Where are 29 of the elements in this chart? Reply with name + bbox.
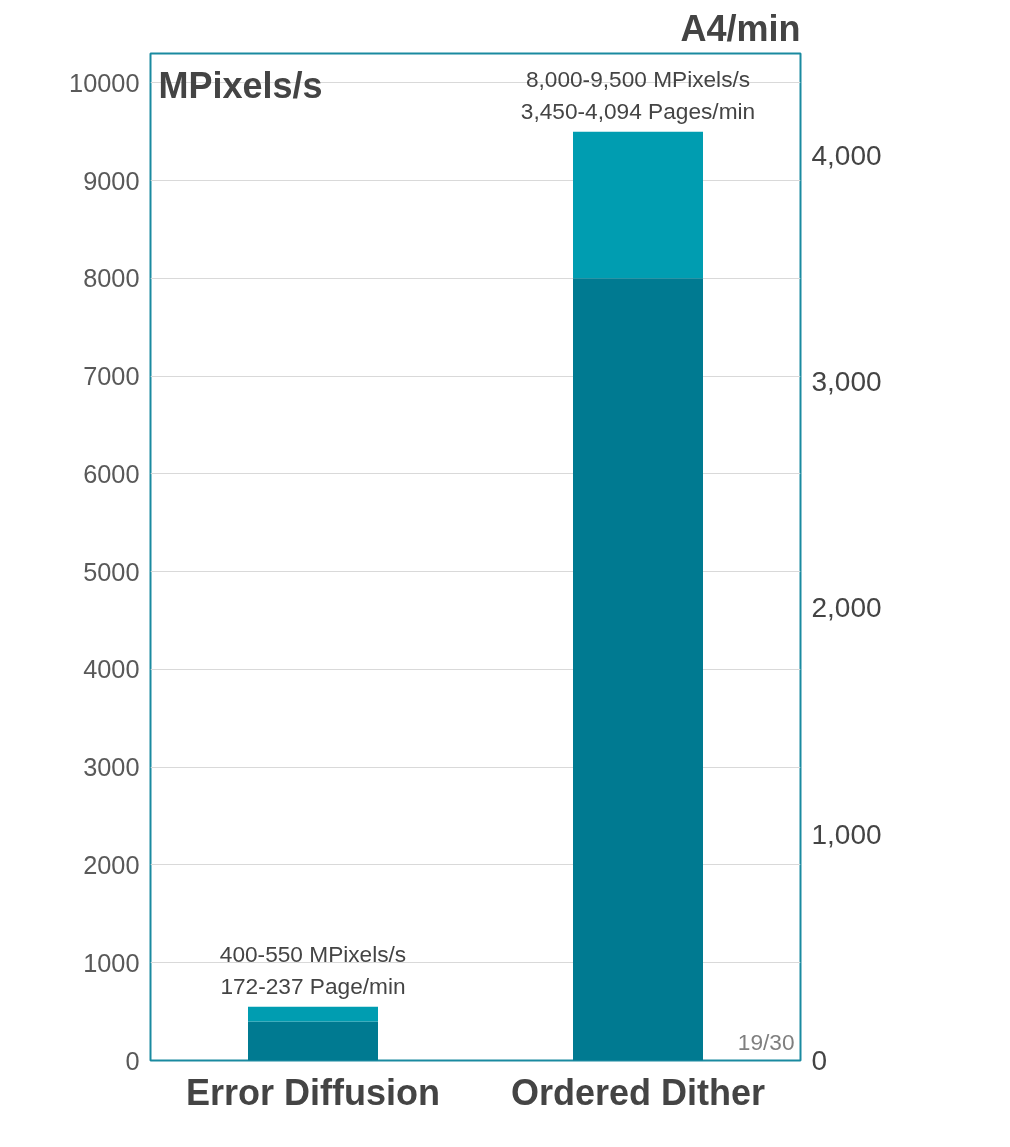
y-tick-label: 0 [125,1046,140,1075]
y-tick-label: 6000 [83,459,140,488]
annotation: 3,450-4,094 Pages/min [520,97,756,124]
y-tick-label: 1000 [83,948,140,977]
y-axis-title: MPixels/s [158,64,323,106]
y2-tick-label: 2,000 [811,592,882,624]
bar [573,278,703,1061]
y2-axis-title: A4/min [680,7,801,49]
y2-tick-label: 1,000 [811,818,882,850]
annotation: 400-550 MPixels/s [219,940,407,967]
y2-tick-label: 3,000 [811,366,882,398]
y-tick-label: 5000 [83,557,140,586]
bar [248,1006,378,1022]
x-tick-label: Error Diffusion [186,1071,441,1113]
y2-tick-label: 4,000 [811,139,882,171]
bar [248,1021,378,1061]
x-tick-label: Ordered Dither [510,1071,766,1113]
y-tick-label: 8000 [83,264,140,293]
y-tick-label: 3000 [83,753,140,782]
y-tick-label: 10000 [69,68,140,97]
y-tick-label: 7000 [83,362,140,391]
y-tick-label: 9000 [83,166,140,195]
annotation: 19/30 [737,1028,795,1055]
annotation: 8,000-9,500 MPixels/s [525,65,751,92]
annotation: 172-237 Page/min [220,972,406,999]
y-tick-label: 4000 [83,655,140,684]
y2-tick-label: 0 [811,1045,828,1076]
bar [573,131,703,279]
y-tick-label: 2000 [83,850,140,879]
